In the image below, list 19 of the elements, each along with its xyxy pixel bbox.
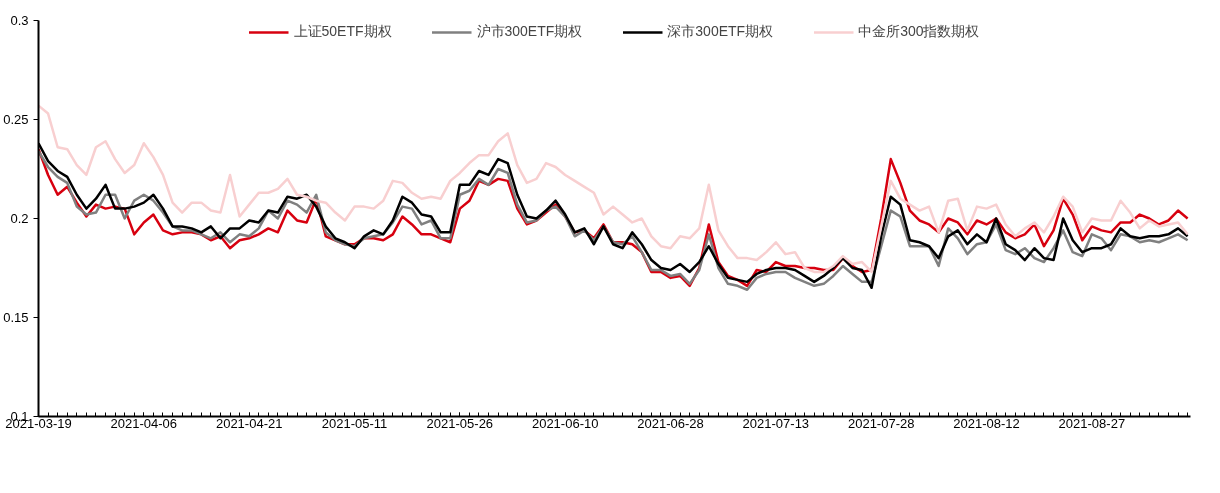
legend-label: 上证50ETF期权 bbox=[293, 23, 392, 41]
x-tick-label: 2021-08-12 bbox=[953, 415, 1020, 431]
x-tick-label: 2021-08-27 bbox=[1058, 415, 1126, 431]
x-tick-label: 2021-05-26 bbox=[426, 415, 494, 431]
x-tick-label: 2021-07-28 bbox=[847, 415, 915, 431]
x-tick-label: 2021-04-21 bbox=[215, 415, 283, 431]
x-tick-label: 2021-05-11 bbox=[321, 415, 388, 431]
y-tick-label: 0.15 bbox=[3, 310, 29, 325]
legend-label: 中金所300指数期权 bbox=[858, 23, 980, 41]
legend-label: 深市300ETF期权 bbox=[667, 23, 774, 41]
x-tick-label: 2021-04-06 bbox=[110, 415, 178, 431]
y-tick-label: 0.25 bbox=[3, 112, 29, 127]
x-tick-label: 2021-06-10 bbox=[531, 415, 599, 431]
legend-label: 沪市300ETF期权 bbox=[476, 23, 583, 41]
y-tick-label: 0.2 bbox=[10, 211, 29, 226]
y-tick-label: 0.3 bbox=[10, 13, 29, 28]
line-series bbox=[38, 104, 1189, 274]
x-tick-label: 2021-06-28 bbox=[637, 415, 704, 431]
x-tick-label: 2021-07-13 bbox=[742, 415, 810, 431]
